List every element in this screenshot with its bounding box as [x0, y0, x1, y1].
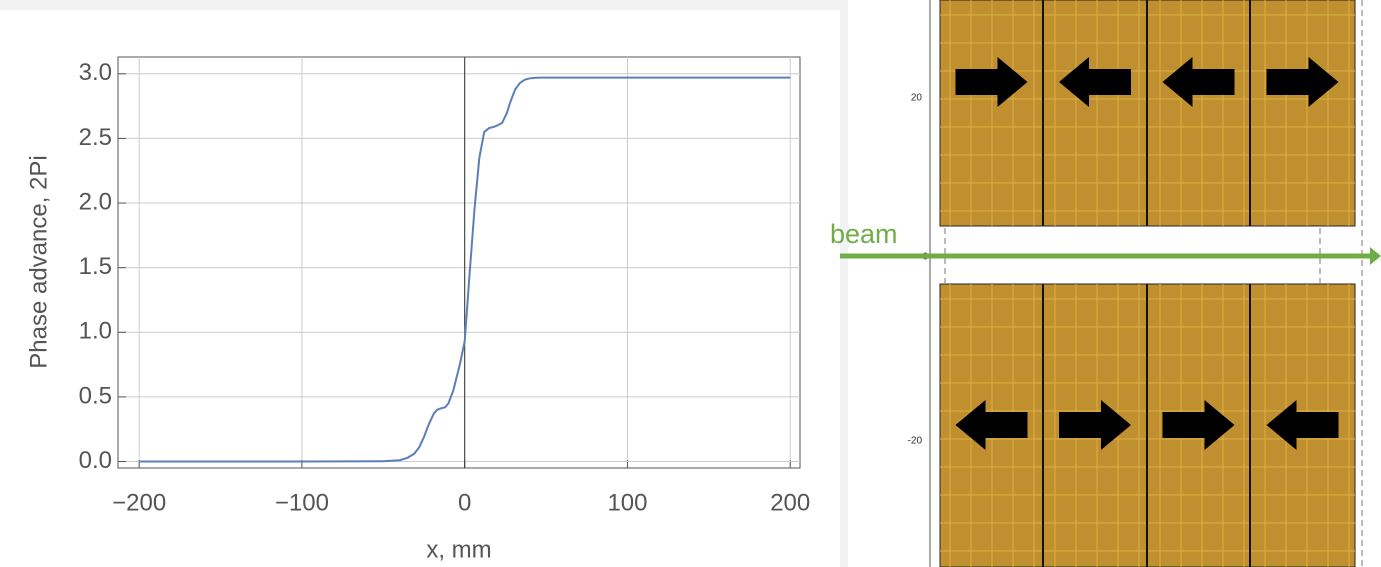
magnet-arrow	[1266, 400, 1339, 450]
data-line	[139, 76, 791, 463]
y-tick-label: 1.0	[79, 318, 112, 345]
magnet-arrow	[1162, 57, 1235, 107]
magnet-arrow	[1266, 57, 1339, 107]
y-tick-label: 0.5	[79, 382, 112, 409]
x-tick-label: 200	[770, 489, 810, 516]
y-tick-label: 2.0	[79, 188, 112, 215]
plot-frame	[117, 56, 801, 469]
x-axis-label: x, mm	[426, 536, 491, 563]
magnet-arrow	[1162, 400, 1235, 450]
magnet-arrow	[955, 57, 1028, 107]
y-tick-label: 1.5	[79, 253, 112, 280]
beam-label: beam	[830, 219, 898, 249]
x-tick-label: −100	[275, 489, 329, 516]
magnet-arrow	[955, 400, 1028, 450]
magnet-diagram: 20 0 -20 beam	[830, 0, 1381, 567]
x-tick-label: 100	[607, 489, 647, 516]
magnet-arrow	[1059, 57, 1131, 107]
y-tick-label: 2.5	[79, 124, 112, 151]
beam-arrowhead	[1370, 247, 1381, 265]
diagram-tick-label: 20	[911, 93, 923, 104]
magnet-arrow	[1059, 400, 1131, 450]
y-tick-label: 3.0	[79, 59, 112, 86]
chart-panel	[0, 10, 840, 567]
magnet-blocks	[939, 0, 1356, 567]
x-tick-label: 0	[458, 489, 471, 516]
y-axis-label: Phase advance, 2Pi	[25, 155, 52, 368]
y-tick-label: 0.0	[79, 447, 112, 474]
diagram-tick-label: -20	[908, 436, 923, 447]
x-tick-label: −200	[112, 489, 166, 516]
